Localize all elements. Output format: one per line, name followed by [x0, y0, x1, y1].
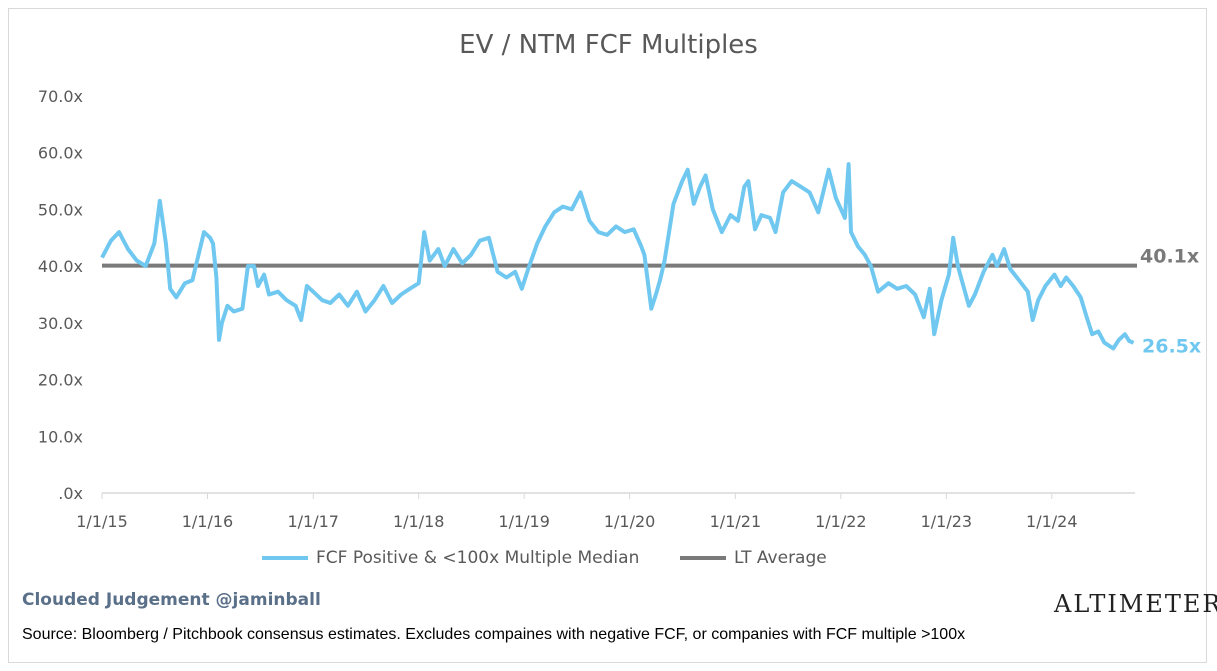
legend-label-lt-average: LT Average: [734, 548, 827, 568]
credit-text: Clouded Judgement @jaminball: [22, 590, 321, 610]
altimeter-logo: ALTIMETER: [1054, 590, 1217, 618]
x-tick-label: 1/1/19: [498, 512, 550, 531]
x-tick-label: 1/1/16: [182, 512, 234, 531]
chart-frame: [8, 8, 1207, 663]
legend-item-median: FCF Positive & <100x Multiple Median: [262, 548, 639, 568]
x-tick-label: 1/1/18: [393, 512, 445, 531]
y-tick-label: .0x: [58, 484, 83, 503]
legend-label-median: FCF Positive & <100x Multiple Median: [316, 548, 640, 568]
legend-item-lt-average: LT Average: [680, 548, 827, 568]
lt-average-end-label: 40.1x: [1140, 246, 1199, 268]
y-tick-label: 10.0x: [38, 427, 83, 446]
x-tick-label: 1/1/20: [604, 512, 656, 531]
legend: FCF Positive & <100x Multiple Median LT …: [0, 548, 1217, 572]
y-tick-label: 50.0x: [38, 200, 83, 219]
y-tick-label: 60.0x: [38, 144, 83, 163]
legend-swatch-lt-average: [680, 556, 726, 560]
y-axis: .0x 10.0x 20.0x 30.0x 40.0x 50.0x 60.0x 70.0x: [38, 87, 83, 503]
y-tick-label: 70.0x: [38, 87, 83, 106]
x-tick-label: 1/1/22: [815, 512, 867, 531]
chart-title: EV / NTM FCF Multiples: [459, 30, 758, 60]
x-tick-label: 1/1/23: [921, 512, 973, 531]
x-axis: 1/1/15 1/1/16 1/1/17 1/1/18 1/1/19 1/1/20 1/1/…: [76, 493, 1078, 531]
y-tick-label: 20.0x: [38, 371, 83, 390]
median-series-line: [100, 162, 1135, 351]
legend-swatch-median: [262, 556, 308, 560]
y-tick-label: 40.0x: [38, 257, 83, 276]
source-note: Source: Bloomberg / Pitchbook consensus …: [22, 626, 966, 643]
x-tick-label: 1/1/15: [76, 512, 128, 531]
x-tick-label: 1/1/24: [1026, 512, 1078, 531]
x-tick-label: 1/1/21: [710, 512, 762, 531]
x-tick-label: 1/1/17: [287, 512, 339, 531]
y-tick-label: 30.0x: [38, 314, 83, 333]
median-end-label: 26.5x: [1142, 336, 1201, 358]
